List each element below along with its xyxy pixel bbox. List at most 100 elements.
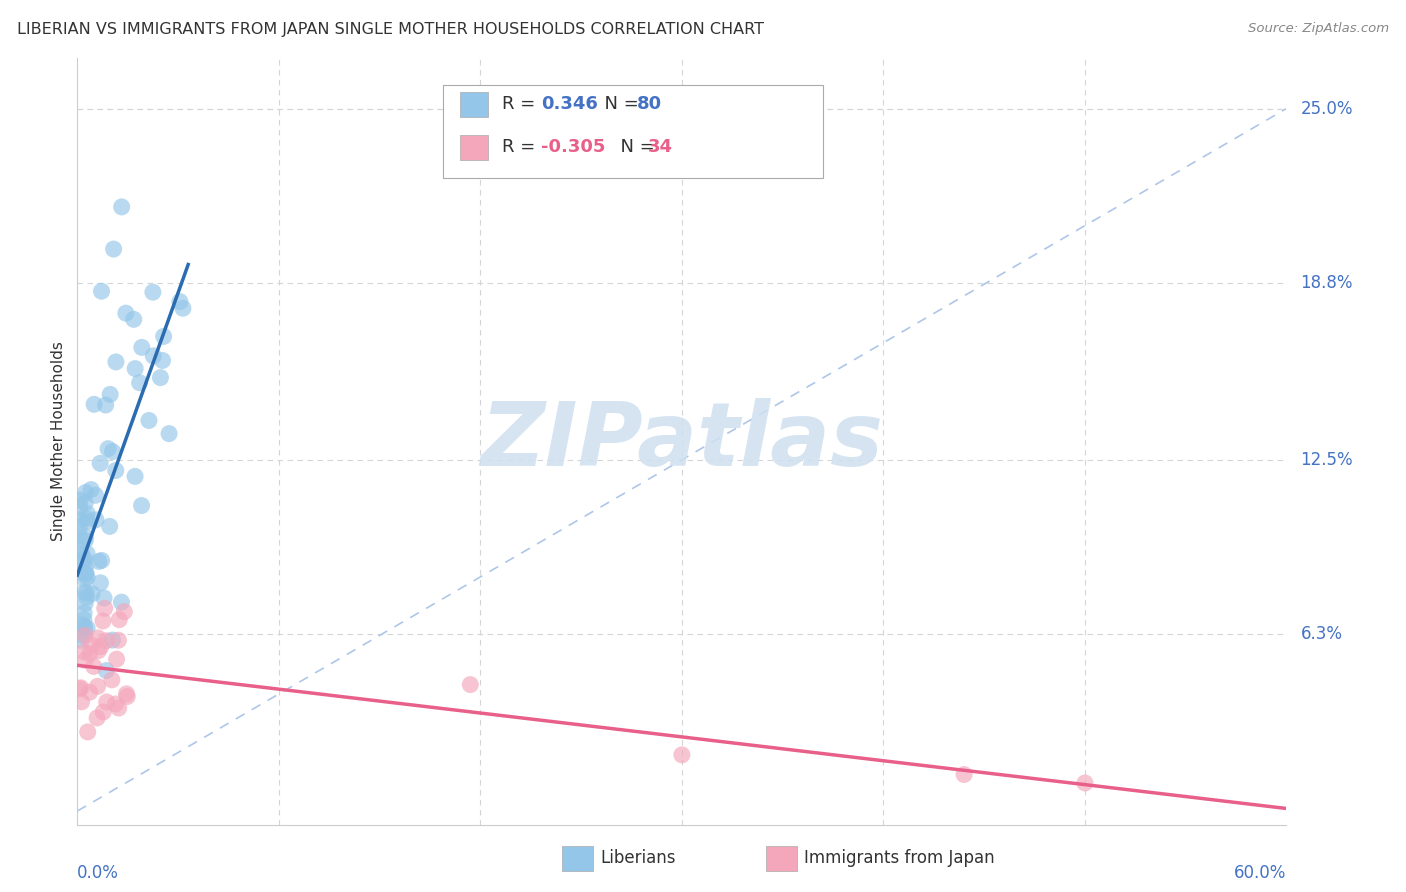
Point bbox=[70, 633, 93, 648]
Point bbox=[110, 595, 132, 609]
Point bbox=[169, 294, 191, 309]
Point bbox=[111, 200, 134, 214]
Point bbox=[83, 397, 105, 411]
Point bbox=[96, 664, 118, 678]
Point bbox=[69, 681, 91, 696]
Text: ZIPatlas: ZIPatlas bbox=[481, 398, 883, 485]
Point bbox=[69, 542, 91, 557]
Text: LIBERIAN VS IMMIGRANTS FROM JAPAN SINGLE MOTHER HOUSEHOLDS CORRELATION CHART: LIBERIAN VS IMMIGRANTS FROM JAPAN SINGLE… bbox=[17, 22, 763, 37]
Point bbox=[75, 653, 97, 667]
Text: 0.0%: 0.0% bbox=[77, 864, 120, 882]
Point bbox=[75, 596, 97, 610]
Point bbox=[84, 513, 107, 527]
Point bbox=[87, 643, 110, 657]
Point bbox=[112, 605, 135, 619]
Point bbox=[76, 511, 98, 525]
Point bbox=[108, 613, 131, 627]
Point bbox=[69, 493, 91, 508]
Text: Liberians: Liberians bbox=[600, 849, 676, 867]
Point bbox=[70, 695, 93, 709]
Text: 34: 34 bbox=[648, 138, 673, 156]
Point bbox=[90, 284, 112, 298]
Point bbox=[70, 617, 93, 632]
Point bbox=[73, 628, 96, 642]
Point bbox=[138, 413, 160, 427]
Point bbox=[75, 560, 97, 574]
Point bbox=[69, 500, 91, 514]
Point bbox=[142, 349, 165, 363]
Point bbox=[97, 442, 120, 456]
Point bbox=[90, 640, 112, 654]
Point bbox=[75, 496, 97, 510]
Point bbox=[80, 483, 103, 497]
Point bbox=[73, 624, 96, 639]
Point bbox=[152, 329, 174, 343]
Point bbox=[93, 601, 115, 615]
Point bbox=[98, 519, 121, 533]
Point bbox=[1074, 776, 1097, 790]
Point bbox=[101, 633, 124, 648]
Point bbox=[67, 520, 90, 534]
Point bbox=[94, 398, 117, 412]
Point bbox=[73, 572, 96, 586]
Point bbox=[73, 619, 96, 633]
Y-axis label: Single Mother Households: Single Mother Households bbox=[51, 342, 66, 541]
Point bbox=[90, 553, 112, 567]
Point bbox=[84, 488, 107, 502]
Text: 80: 80 bbox=[637, 95, 662, 113]
Point bbox=[122, 312, 145, 326]
Point bbox=[107, 633, 129, 648]
Point bbox=[104, 355, 127, 369]
Point bbox=[76, 547, 98, 561]
Point bbox=[75, 566, 97, 580]
Point bbox=[75, 533, 97, 548]
Text: -0.305: -0.305 bbox=[541, 138, 606, 156]
Text: 18.8%: 18.8% bbox=[1301, 274, 1353, 292]
Text: N =: N = bbox=[609, 138, 661, 156]
Point bbox=[75, 566, 97, 581]
Point bbox=[103, 242, 125, 256]
Point bbox=[87, 631, 110, 645]
Text: 0.346: 0.346 bbox=[541, 95, 598, 113]
Point bbox=[76, 507, 98, 521]
Point bbox=[91, 614, 114, 628]
Point bbox=[115, 687, 138, 701]
Point bbox=[117, 690, 139, 704]
Point bbox=[101, 444, 124, 458]
Point bbox=[953, 767, 976, 781]
Point bbox=[76, 571, 98, 585]
Point bbox=[104, 697, 127, 711]
Point bbox=[131, 499, 153, 513]
Point bbox=[72, 628, 94, 642]
Text: N =: N = bbox=[593, 95, 645, 113]
Text: 60.0%: 60.0% bbox=[1234, 864, 1286, 882]
Point bbox=[76, 725, 98, 739]
Point bbox=[73, 606, 96, 620]
Point bbox=[86, 711, 108, 725]
Point bbox=[79, 647, 101, 661]
Point bbox=[76, 621, 98, 635]
Point bbox=[76, 591, 98, 605]
Point bbox=[70, 565, 93, 579]
Point bbox=[72, 554, 94, 568]
Point bbox=[96, 695, 118, 709]
Point bbox=[104, 463, 127, 477]
Text: R =: R = bbox=[502, 138, 541, 156]
Point bbox=[83, 659, 105, 673]
Text: Source: ZipAtlas.com: Source: ZipAtlas.com bbox=[1249, 22, 1389, 36]
Point bbox=[75, 530, 97, 544]
Point bbox=[75, 485, 97, 500]
Text: 12.5%: 12.5% bbox=[1301, 450, 1353, 469]
Point bbox=[105, 652, 128, 666]
Point bbox=[93, 591, 115, 605]
Point bbox=[73, 553, 96, 567]
Point bbox=[69, 513, 91, 527]
Point bbox=[80, 587, 103, 601]
Text: 6.3%: 6.3% bbox=[1301, 625, 1343, 643]
Point bbox=[157, 426, 180, 441]
Point bbox=[152, 353, 174, 368]
Point bbox=[115, 306, 138, 320]
Point bbox=[87, 554, 110, 568]
Point bbox=[98, 387, 121, 401]
Point bbox=[91, 705, 114, 719]
